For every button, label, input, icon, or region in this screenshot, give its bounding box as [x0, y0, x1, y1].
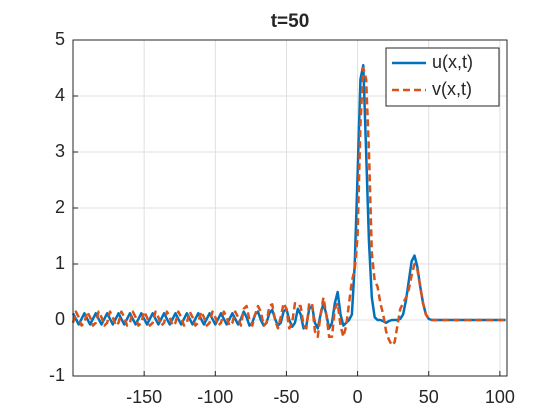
x-tick-label: 100 [485, 387, 515, 407]
legend-label: v(x,t) [432, 79, 472, 99]
chart-title: t=50 [271, 11, 310, 32]
x-tick-label: 0 [353, 387, 363, 407]
y-tick-label: -1 [49, 365, 65, 385]
axes-box [72, 39, 508, 377]
y-tick-label: 5 [55, 29, 65, 49]
x-tick-label: 50 [419, 387, 439, 407]
legend-label: u(x,t) [432, 52, 473, 72]
y-tick-label: 1 [55, 253, 65, 273]
x-tick-label: -50 [273, 387, 299, 407]
y-tick-label: 4 [55, 85, 65, 105]
y-tick-label: 3 [55, 141, 65, 161]
x-tick-label: -150 [126, 387, 162, 407]
legend-box [385, 47, 500, 107]
data-line [71, 66, 506, 347]
x-tick-label: -100 [197, 387, 233, 407]
y-tick-label: 0 [55, 309, 65, 329]
y-tick-label: 2 [55, 197, 65, 217]
